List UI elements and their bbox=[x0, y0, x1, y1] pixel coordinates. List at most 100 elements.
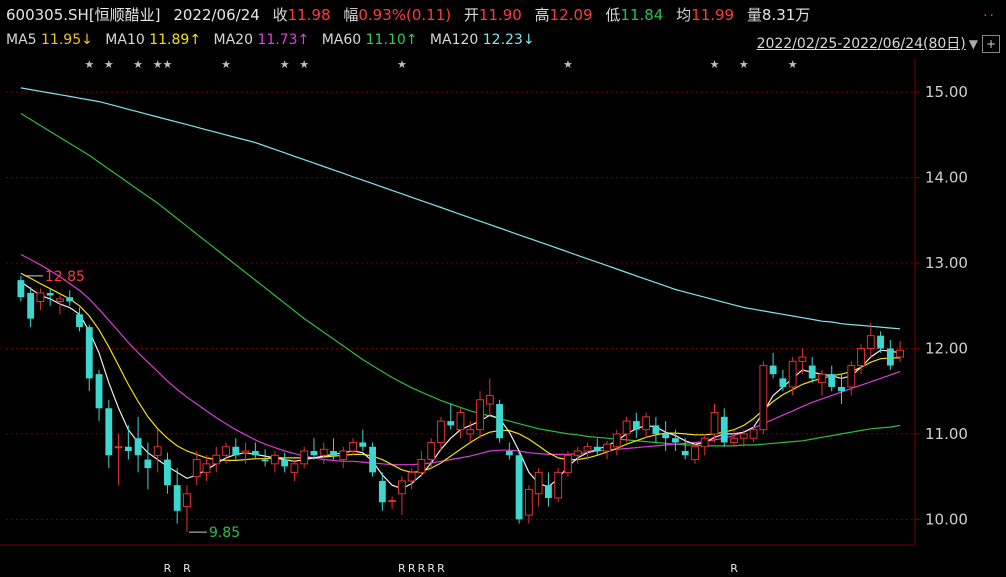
candle bbox=[886, 339, 894, 370]
candle-body bbox=[749, 429, 758, 439]
candle bbox=[710, 404, 719, 443]
candle-body bbox=[144, 459, 152, 469]
candle-body bbox=[573, 450, 582, 456]
candle bbox=[417, 451, 426, 477]
candle bbox=[691, 442, 699, 464]
candle-body bbox=[183, 493, 191, 508]
candle bbox=[622, 416, 631, 443]
candle-body bbox=[290, 463, 299, 473]
candle bbox=[818, 369, 826, 396]
candle-body bbox=[105, 408, 113, 456]
candle-body bbox=[534, 471, 543, 495]
candle bbox=[144, 442, 152, 490]
candle-body bbox=[877, 335, 884, 349]
candle-body bbox=[310, 451, 318, 456]
candle bbox=[17, 275, 25, 302]
change-label: 幅 bbox=[343, 6, 359, 24]
ma60-value: 11.10↑ bbox=[365, 32, 418, 48]
close-value: 11.98 bbox=[287, 6, 331, 24]
candle bbox=[95, 369, 103, 422]
candle-body bbox=[710, 412, 719, 435]
candle-body bbox=[730, 437, 738, 443]
candle-body bbox=[788, 360, 797, 388]
candle-body bbox=[612, 433, 621, 448]
candle bbox=[437, 416, 445, 452]
candle-body bbox=[222, 446, 230, 456]
candle-body bbox=[652, 425, 660, 434]
candle bbox=[779, 369, 787, 392]
change-value: 0.93%(0.11) bbox=[358, 6, 452, 24]
candle-body bbox=[27, 292, 35, 319]
candle-body bbox=[476, 399, 484, 431]
candle bbox=[407, 468, 416, 490]
candle bbox=[759, 361, 768, 434]
candle-body bbox=[164, 459, 171, 486]
candle bbox=[124, 425, 132, 460]
y-tick-label: 14.00 bbox=[925, 169, 968, 187]
candle-body bbox=[838, 386, 845, 392]
add-button[interactable]: + bbox=[982, 35, 1000, 53]
y-tick-label: 13.00 bbox=[925, 254, 968, 272]
date-range-text[interactable]: 2022/02/25-2022/06/24(80日) bbox=[756, 36, 966, 52]
star-marker: ★ bbox=[133, 58, 143, 71]
candle bbox=[290, 459, 299, 481]
candle-body bbox=[85, 327, 93, 379]
candle bbox=[164, 452, 171, 494]
candle bbox=[76, 307, 83, 332]
candle bbox=[202, 455, 211, 481]
candle bbox=[359, 429, 367, 452]
candle-body bbox=[456, 412, 465, 431]
r-marker: R bbox=[408, 562, 416, 575]
low-value: 11.84 bbox=[620, 6, 664, 24]
max-label: 12.85 bbox=[45, 269, 85, 285]
y-tick-label: 11.00 bbox=[925, 425, 968, 443]
candle bbox=[427, 438, 436, 469]
candle bbox=[232, 438, 240, 460]
candle-body bbox=[417, 459, 426, 473]
open-value: 11.90 bbox=[478, 6, 522, 24]
candle-body bbox=[397, 480, 406, 495]
open-label: 开 bbox=[463, 6, 479, 24]
candle-body bbox=[593, 446, 601, 452]
candle bbox=[554, 468, 563, 503]
candle bbox=[798, 348, 807, 375]
quote-header: 600305.SH[恒顺醋业] 2022/06/24 收11.98 幅0.93%… bbox=[6, 4, 1006, 28]
candle bbox=[270, 451, 279, 473]
candle-body bbox=[857, 347, 865, 367]
candle bbox=[349, 438, 357, 456]
star-marker: ★ bbox=[397, 58, 407, 71]
y-axis: 15.00 14.00 13.00 12.00 11.00 10.00 bbox=[925, 83, 968, 528]
more-menu-icon[interactable]: .. bbox=[983, 4, 996, 20]
date-range-selector[interactable]: 2022/02/25-2022/06/24(80日) ▼ + bbox=[757, 33, 1000, 53]
candle bbox=[749, 425, 758, 443]
r-marker: R bbox=[437, 562, 445, 575]
candle bbox=[583, 442, 592, 460]
candle bbox=[681, 438, 689, 460]
r-marker: R bbox=[427, 562, 435, 575]
candle-body bbox=[232, 446, 240, 456]
candle-body bbox=[114, 446, 123, 449]
candle-body bbox=[779, 378, 787, 387]
ma5-label: MA5 bbox=[6, 32, 37, 48]
candle-body bbox=[212, 454, 221, 465]
candle bbox=[534, 468, 543, 507]
candle-body bbox=[76, 314, 83, 328]
dropdown-arrow-icon[interactable]: ▼ bbox=[968, 37, 978, 51]
candle-body bbox=[808, 365, 816, 379]
stock-name[interactable]: 600305.SH[恒顺醋业] bbox=[6, 6, 161, 24]
candle bbox=[730, 429, 738, 447]
candle-body bbox=[300, 450, 309, 465]
candle-body bbox=[642, 416, 651, 431]
candle bbox=[36, 288, 45, 311]
r-marker: R bbox=[418, 562, 426, 575]
star-marker: ★ bbox=[280, 58, 290, 71]
star-marker: ★ bbox=[788, 58, 798, 71]
high-label: 高 bbox=[534, 6, 550, 24]
candle-body bbox=[378, 480, 386, 503]
star-marker: ★ bbox=[104, 58, 114, 71]
r-marker: R bbox=[183, 562, 191, 575]
candle-body bbox=[339, 450, 348, 461]
ma10-line bbox=[20, 272, 901, 474]
candle bbox=[896, 340, 905, 363]
